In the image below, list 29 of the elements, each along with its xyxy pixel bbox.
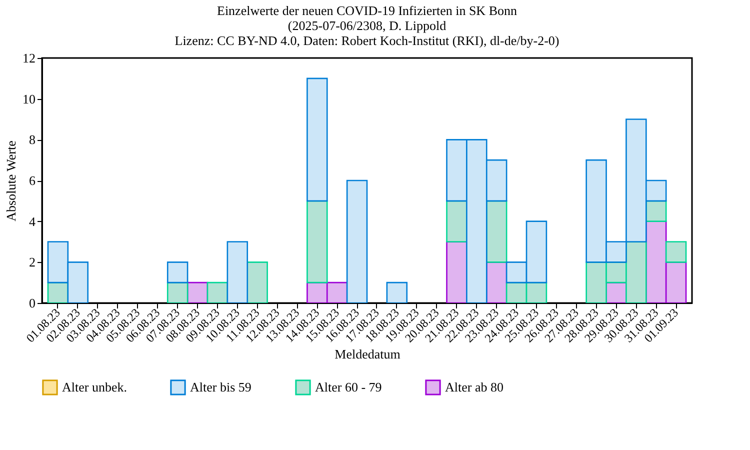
bar xyxy=(446,200,468,242)
bar xyxy=(206,282,228,304)
text: Einzelwerte der neuen COVID-19 Infizierten in SK Bonn xyxy=(217,3,517,18)
bar xyxy=(166,262,188,284)
bar xyxy=(665,241,687,263)
x-axis-title: Meldedatum xyxy=(334,346,400,362)
y-tick-label: 4 xyxy=(29,214,36,229)
bar xyxy=(446,241,468,304)
legend-label: Alter unbek. xyxy=(62,379,127,394)
y-axis-title: Absolute Werte xyxy=(4,140,18,222)
y-tick-label: 2 xyxy=(29,254,36,270)
legend-label: Alter 60 - 79 xyxy=(315,379,382,394)
bar xyxy=(226,241,248,304)
y-tick-label: 12 xyxy=(22,50,36,66)
bar xyxy=(386,282,408,304)
bar xyxy=(166,282,188,304)
legend-label: Alter bis 59 xyxy=(190,379,252,394)
y-tick-label: 10 xyxy=(22,91,36,106)
y-tick-label: 0 xyxy=(29,296,36,310)
text: (2025-07-06/2308, D. Lippold xyxy=(288,18,446,33)
legend-label: Alter ab 80 xyxy=(445,379,504,394)
bar xyxy=(346,180,368,304)
text: Lizenz: CC BY-ND 4.0, Daten: Robert Koch-Institut (RKI), dl-de/by-2-0) xyxy=(174,33,560,48)
bar xyxy=(306,78,328,202)
bar xyxy=(306,200,328,284)
y-tick-label: 8 xyxy=(29,132,36,148)
bar xyxy=(486,200,508,263)
bar xyxy=(246,262,268,304)
y-tick-label: 6 xyxy=(29,173,36,188)
